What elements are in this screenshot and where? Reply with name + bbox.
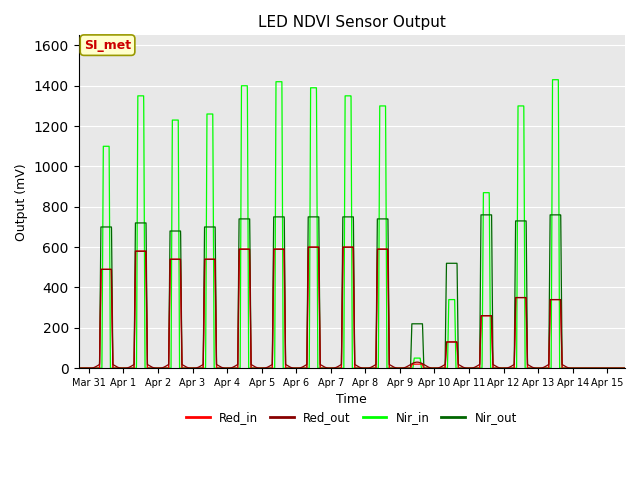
Title: LED NDVI Sensor Output: LED NDVI Sensor Output [257,15,445,30]
Text: SI_met: SI_met [84,39,131,52]
X-axis label: Time: Time [336,394,367,407]
Y-axis label: Output (mV): Output (mV) [15,163,28,240]
Legend: Red_in, Red_out, Nir_in, Nir_out: Red_in, Red_out, Nir_in, Nir_out [182,407,522,429]
